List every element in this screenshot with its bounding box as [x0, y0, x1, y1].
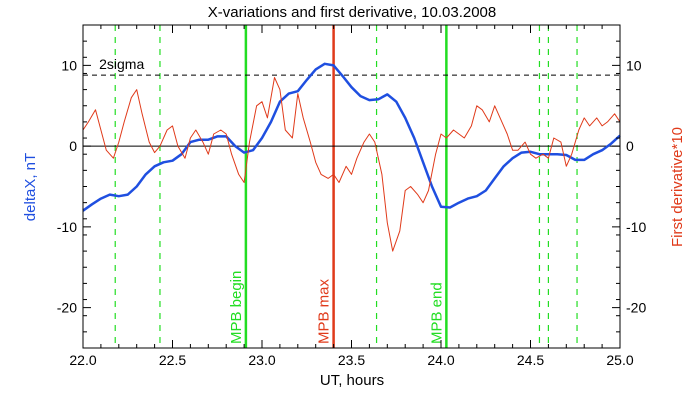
x-tick-label-1: 22.5: [159, 352, 186, 368]
y-tick-label-left-2: -10: [57, 219, 77, 235]
y-axis-label-right: First derivative*10: [669, 127, 686, 247]
x-tick-label-6: 25.0: [606, 352, 633, 368]
y-tick-label-left-1: 0: [69, 138, 77, 154]
x-tick-label-2: 23.0: [248, 352, 275, 368]
y-tick-label-right-1: 0: [626, 138, 634, 154]
x-tick-label-0: 22.0: [69, 352, 96, 368]
plot-area: MPB begin MPB max MPB end 2sigma 22.0 22.5 23.…: [57, 24, 646, 368]
sigma-label: 2sigma: [99, 56, 144, 72]
x-tick-label-4: 24.0: [427, 352, 454, 368]
y-tick-label-right-3: -20: [626, 300, 646, 316]
y-tick-label-right-2: -10: [626, 219, 646, 235]
y-tick-label-left-3: -20: [57, 300, 77, 316]
y-axis-label-left: deltaX, nT: [22, 153, 39, 221]
y-tick-label-right-0: 10: [626, 57, 642, 73]
marker-label-1: MPB max: [316, 278, 333, 344]
series-derivative-line: [82, 77, 621, 252]
y-tick-label-left-0: 10: [61, 57, 77, 73]
chart-title: X-variations and first derivative, 10.03…: [208, 4, 497, 21]
x-tick-label-5: 24.5: [517, 352, 544, 368]
marker-label-2: MPB end: [428, 282, 445, 344]
x-axis-label: UT, hours: [320, 372, 384, 389]
x-tick-label-3: 23.5: [338, 352, 365, 368]
marker-label-0: MPB begin: [228, 271, 245, 344]
series-deltaX-line: [82, 62, 621, 212]
